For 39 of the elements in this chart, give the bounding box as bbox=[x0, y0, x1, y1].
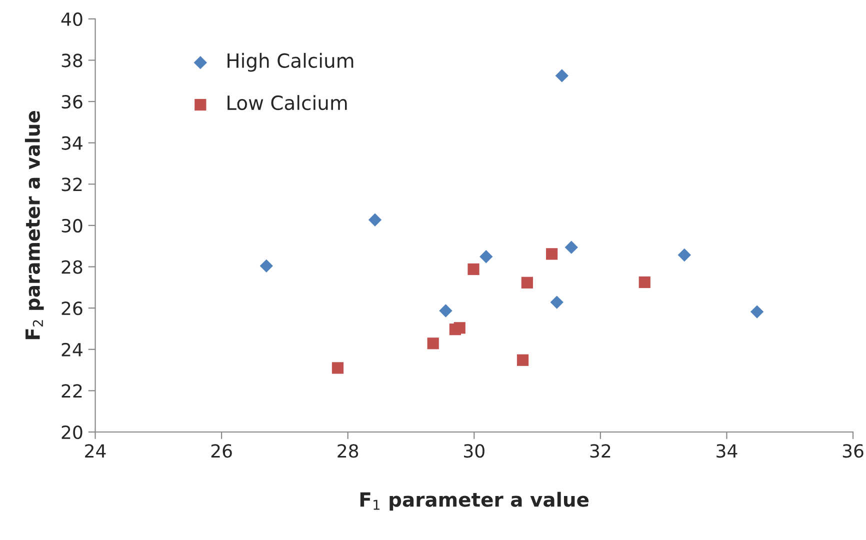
y-tick-label: 36 bbox=[62, 94, 82, 109]
x-tick-label: 24 bbox=[85, 444, 106, 458]
point bbox=[427, 338, 439, 350]
legend-label: Low Calcium bbox=[228, 95, 347, 110]
point bbox=[454, 322, 466, 334]
y-tick-label: 34 bbox=[62, 136, 82, 150]
point bbox=[480, 250, 493, 264]
point bbox=[439, 304, 452, 318]
y-tick-label: 22 bbox=[62, 384, 82, 398]
point bbox=[332, 362, 344, 374]
y-tick-label: 30 bbox=[62, 218, 82, 233]
point bbox=[521, 276, 533, 288]
y-axis-title: F$_{2}$ parameter a value bbox=[24, 111, 44, 340]
y-tick-label: 32 bbox=[62, 178, 82, 192]
point bbox=[516, 354, 529, 366]
point bbox=[555, 69, 568, 82]
y-tick-label: 26 bbox=[62, 302, 82, 316]
point bbox=[468, 263, 480, 276]
point bbox=[564, 240, 578, 254]
y-tick-label: 28 bbox=[62, 260, 82, 274]
point bbox=[678, 248, 691, 262]
y-tick-label: 20 bbox=[62, 425, 82, 440]
point bbox=[260, 259, 273, 273]
x-tick-label: 30 bbox=[464, 444, 484, 458]
x-tick-label: 34 bbox=[716, 444, 738, 458]
point bbox=[550, 296, 564, 309]
point bbox=[750, 305, 764, 318]
x-tick-label: 26 bbox=[211, 444, 232, 458]
x-tick-label: 36 bbox=[842, 444, 864, 458]
x-tick-label: 32 bbox=[590, 444, 610, 458]
y-tick-label: 24 bbox=[62, 342, 82, 356]
point bbox=[546, 248, 558, 260]
point bbox=[368, 213, 382, 226]
y-tick-label: 40 bbox=[61, 12, 82, 26]
x-tick-label: 28 bbox=[338, 444, 358, 458]
legend-label: High Calcium bbox=[228, 52, 354, 72]
x-axis-title: F$_{1}$ parameter a value bbox=[360, 492, 589, 511]
point bbox=[638, 276, 650, 288]
y-tick-label: 38 bbox=[62, 54, 82, 68]
